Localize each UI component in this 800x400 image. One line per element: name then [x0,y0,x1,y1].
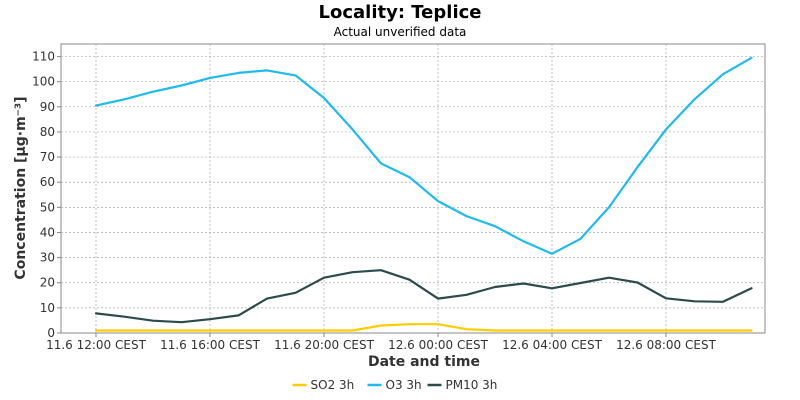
y-axis-title: Concentration [µg·m⁻³] [13,96,29,279]
legend-item: SO2 3h [292,378,355,392]
x-axis: 11.6 12:00 CEST 11.6 16:00 CEST 11.6 20:00… [46,333,717,352]
y-tick-label: 80 [40,125,55,139]
x-tick-label: 12.6 08:00 CEST [616,338,717,352]
y-tick-label: 0 [47,326,55,340]
x-tick-label: 11.6 12:00 CEST [46,338,147,352]
series-lines [94,56,753,332]
y-tick-label: 60 [40,175,55,189]
y-tick-label: 90 [40,100,55,114]
y-tick-label: 40 [40,225,55,239]
y-tick-label: 20 [40,276,55,290]
series-line-pm10-3h [94,269,753,324]
legend: SO2 3h O3 3h PM10 3h [292,378,498,392]
legend-label: SO2 3h [311,378,355,392]
plot-frame [60,43,766,334]
legend-label: PM10 3h [446,378,498,392]
x-tick-label: 12.6 04:00 CEST [502,338,603,352]
plot-area [60,43,766,334]
legend-item: O3 3h [367,378,422,392]
y-tick-label: 30 [40,251,55,265]
chart-title: Locality: Teplice [319,2,482,23]
y-tick-label: 10 [40,301,55,315]
y-tick-label: 50 [40,200,55,214]
x-axis-title: Date and time [368,354,480,370]
legend-item: PM10 3h [427,378,498,392]
series-line-o3-3h [94,56,753,255]
y-axis: 0 10 20 30 40 50 60 70 80 90 100 110 [32,50,61,340]
x-tick-label: 12.6 00:00 CEST [388,338,489,352]
series-line-so2-3h [94,323,753,332]
y-tick-label: 110 [32,50,55,64]
y-tick-label: 100 [32,75,55,89]
x-tick-label: 11.6 20:00 CEST [274,338,375,352]
chart-subtitle: Actual unverified data [334,25,467,39]
x-tick-label: 11.6 16:00 CEST [160,338,261,352]
legend-label: O3 3h [386,378,422,392]
y-tick-label: 70 [40,150,55,164]
